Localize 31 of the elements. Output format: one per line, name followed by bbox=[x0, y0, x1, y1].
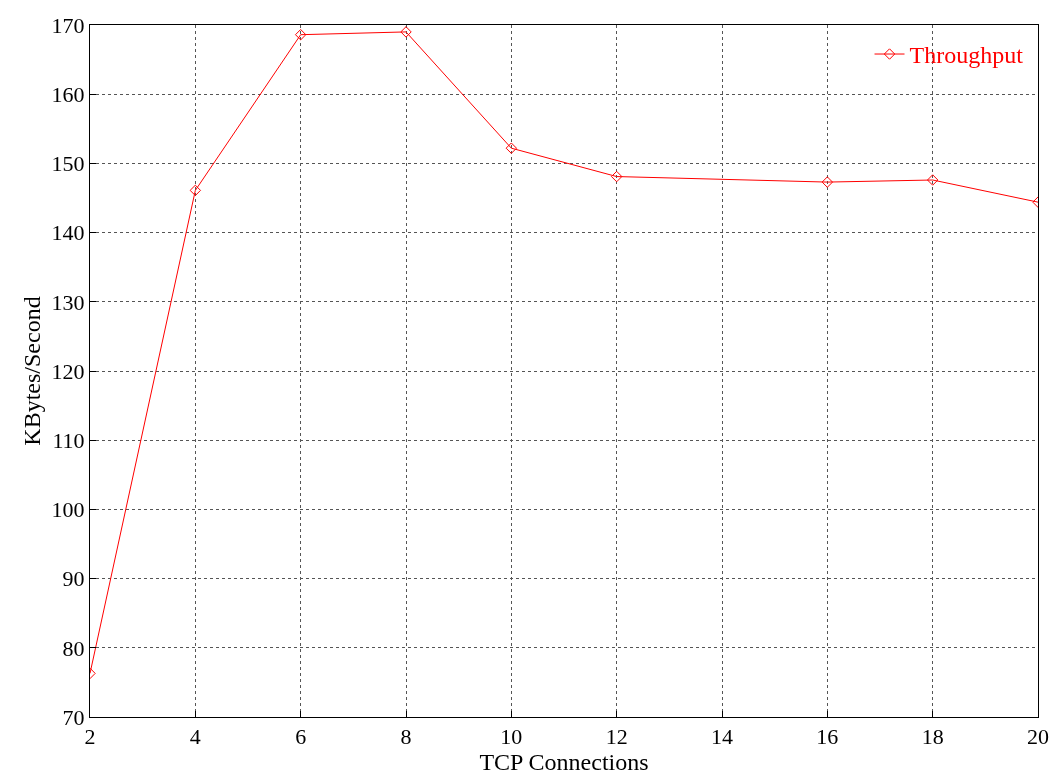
x-axis-title: TCP Connections bbox=[479, 749, 649, 776]
x-tick-label: 16 bbox=[816, 724, 839, 750]
x-tick-label: 10 bbox=[500, 724, 523, 750]
x-tick-label: 18 bbox=[921, 724, 944, 750]
y-tick-label: 80 bbox=[62, 635, 85, 661]
y-tick-label: 150 bbox=[51, 151, 85, 177]
point bbox=[189, 184, 202, 197]
y-tick-label: 140 bbox=[51, 220, 85, 246]
y-tick-label: 90 bbox=[62, 566, 85, 592]
point bbox=[926, 174, 939, 186]
y-tick-label: 170 bbox=[51, 12, 85, 38]
y-axis-title: KBytes/Second bbox=[18, 296, 45, 446]
x-tick-label: 4 bbox=[189, 724, 201, 750]
y-tick-label: 110 bbox=[52, 427, 85, 453]
y-tick-label: 100 bbox=[51, 497, 85, 523]
legend-label: Throughput bbox=[909, 42, 1024, 69]
point bbox=[821, 176, 834, 188]
y-tick-label: 70 bbox=[62, 704, 85, 730]
x-tick-label: 8 bbox=[400, 724, 412, 750]
point bbox=[505, 142, 518, 154]
point bbox=[294, 28, 307, 41]
point bbox=[610, 170, 623, 183]
x-tick-label: 14 bbox=[711, 724, 733, 750]
y-tick-label: 130 bbox=[51, 289, 85, 315]
x-tick-label: 6 bbox=[295, 724, 307, 750]
point bbox=[400, 26, 412, 38]
y-tick-label: 160 bbox=[51, 81, 85, 107]
x-tick-label: 20 bbox=[1027, 724, 1049, 750]
x-tick-label: 2 bbox=[84, 724, 96, 750]
x-tick-label: 12 bbox=[605, 724, 628, 750]
y-tick-label: 120 bbox=[51, 358, 85, 384]
